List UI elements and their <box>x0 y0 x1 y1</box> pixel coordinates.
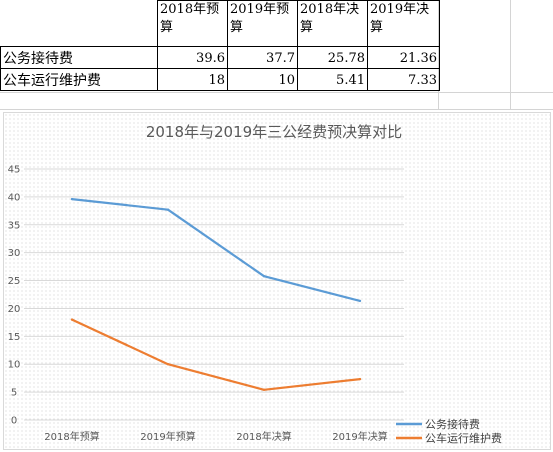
y-tick-label: 0 <box>11 416 17 427</box>
table-cell[interactable]: 25.78 <box>297 46 368 69</box>
table-cell[interactable]: 39.6 <box>157 46 228 69</box>
sheet-gridline <box>510 0 511 110</box>
data-point <box>358 377 362 381</box>
y-tick-label: 45 <box>8 165 21 176</box>
x-axis: 2018年预算 2019年预算 2018年决算 2019年决算 <box>44 430 387 443</box>
table-cell[interactable]: 5.41 <box>297 68 368 91</box>
legend-label: 公车运行维护费 <box>425 431 502 445</box>
sheet-gridline <box>0 92 553 93</box>
x-tick-label: 2019年预算 <box>140 430 195 443</box>
y-tick-label: 5 <box>11 388 17 399</box>
table-header-row: 2018年预算 2019年预算 2018年决算 2019年决算 <box>0 0 440 47</box>
table-cell[interactable]: 7.33 <box>367 68 440 91</box>
data-point <box>166 363 170 366</box>
x-tick-label: 2019年决算 <box>332 430 387 443</box>
table-row: 公务接待费 39.6 37.7 25.78 21.36 <box>0 46 440 69</box>
table-header-cell[interactable]: 2019年决算 <box>367 0 440 47</box>
y-tick-label: 35 <box>8 220 21 231</box>
data-point <box>70 197 74 201</box>
y-tick-label: 30 <box>8 248 21 259</box>
chart-canvas: 2018年与2019年三公经费预决算对比 051015202530354045 … <box>8 123 502 445</box>
table-header-cell[interactable] <box>0 0 158 47</box>
table-row-label[interactable]: 公车运行维护费 <box>0 68 158 91</box>
data-point <box>358 299 362 303</box>
data-point <box>262 388 266 391</box>
chart-title: 2018年与2019年三公经费预决算对比 <box>146 123 402 141</box>
table-cell[interactable]: 18 <box>157 68 228 91</box>
data-point <box>262 275 266 278</box>
series-line <box>71 318 361 391</box>
y-tick-label: 15 <box>8 332 21 343</box>
table-cell[interactable]: 10 <box>227 68 298 91</box>
line-chart[interactable]: 2018年与2019年三公经费预决算对比 0 5 10 15 20 25 30 35 40 45 … <box>3 112 551 450</box>
table-header-cell[interactable]: 2018年预算 <box>157 0 228 47</box>
data-point <box>166 208 170 211</box>
y-tick-label: 25 <box>8 276 21 287</box>
data-point <box>70 318 74 321</box>
table-header-cell[interactable]: 2018年决算 <box>297 0 368 47</box>
x-tick-label: 2018年预算 <box>44 430 99 443</box>
chart-grid <box>24 168 404 421</box>
sheet-gridline <box>0 109 553 110</box>
table-row-label[interactable]: 公务接待费 <box>0 46 158 69</box>
table-row: 公车运行维护费 18 10 5.41 7.33 <box>0 68 440 91</box>
y-tick-label: 40 <box>8 192 21 203</box>
y-tick-label: 20 <box>8 304 21 315</box>
table-cell[interactable]: 37.7 <box>227 46 298 69</box>
table-cell[interactable]: 21.36 <box>367 46 440 69</box>
legend-label: 公务接待费 <box>425 417 480 431</box>
chart-series <box>70 197 362 391</box>
y-axis: 0 5 10 15 20 25 30 35 40 45 <box>8 165 21 427</box>
y-tick-label: 10 <box>8 360 21 371</box>
table-header-cell[interactable]: 2019年预算 <box>227 0 298 47</box>
x-tick-label: 2018年决算 <box>236 430 291 443</box>
series-line <box>71 198 361 302</box>
data-table: 2018年预算 2019年预算 2018年决算 2019年决算 公务接待费 39… <box>0 0 440 91</box>
